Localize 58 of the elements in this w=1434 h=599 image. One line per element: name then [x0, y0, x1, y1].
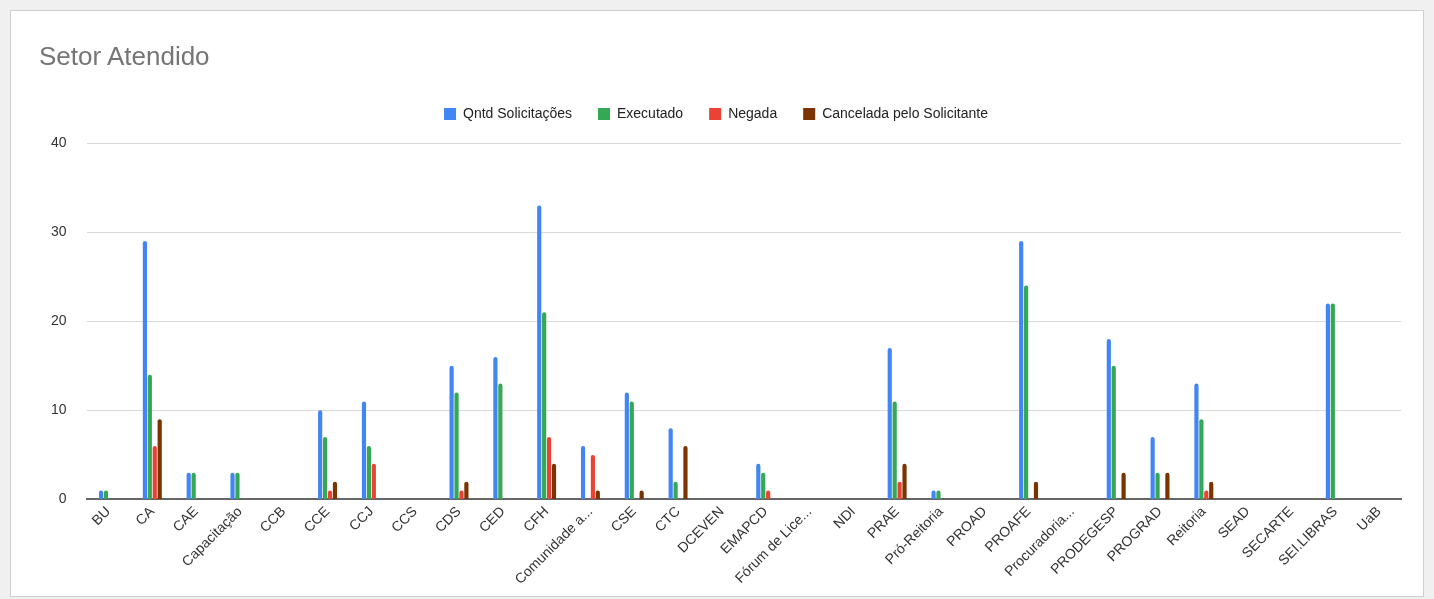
bar	[1019, 241, 1024, 499]
bar	[683, 446, 688, 499]
bar	[1194, 383, 1199, 499]
x-tick-label: NDI	[829, 502, 859, 532]
bar	[1121, 472, 1126, 499]
bar	[892, 401, 897, 499]
x-tick-label: UaB	[1353, 502, 1384, 534]
bar	[1024, 285, 1029, 499]
legend-label: Executado	[616, 104, 684, 121]
bar	[454, 392, 459, 499]
bar	[887, 347, 892, 499]
bar	[756, 463, 761, 499]
bar	[235, 472, 240, 499]
bar	[230, 472, 235, 499]
chart-title: Setor Atendido	[39, 41, 210, 72]
bar	[366, 446, 371, 499]
legend-label: Qntd Solicitações	[463, 104, 572, 121]
bar	[580, 446, 586, 499]
y-tick-label: 10	[50, 401, 67, 418]
bar	[624, 392, 629, 499]
bar	[590, 454, 595, 499]
legend-label: Cancelada pelo Solicitante	[822, 104, 989, 121]
bar	[152, 446, 157, 499]
y-tick-label: 0	[58, 490, 67, 507]
bar	[1106, 339, 1111, 499]
bar	[1165, 472, 1170, 499]
y-tick-label: 20	[50, 312, 67, 329]
bar	[322, 437, 328, 499]
bar	[629, 401, 634, 499]
bar	[186, 472, 191, 499]
bar	[1330, 303, 1335, 499]
bar	[902, 463, 907, 499]
bar	[361, 401, 367, 499]
bar	[157, 419, 162, 499]
bar	[761, 472, 766, 499]
legend-label: Negada	[728, 104, 778, 121]
bar	[1150, 437, 1155, 499]
bar	[498, 383, 503, 499]
bar	[1199, 419, 1204, 499]
bar	[147, 374, 152, 499]
bar	[537, 205, 542, 499]
bar	[371, 463, 376, 499]
x-tick-label: CA	[132, 502, 158, 529]
x-tick-label: BU	[88, 502, 114, 529]
bar	[449, 365, 454, 499]
bar	[142, 241, 147, 499]
bar	[191, 472, 196, 499]
bar	[1325, 303, 1330, 499]
bar	[546, 437, 552, 499]
bar	[1155, 472, 1160, 499]
bar	[493, 356, 498, 499]
bar	[1111, 365, 1116, 499]
bar	[318, 410, 323, 499]
bar	[542, 312, 547, 499]
y-tick-label: 30	[50, 222, 67, 239]
bar	[551, 463, 557, 499]
y-tick-label: 40	[50, 133, 67, 150]
bar	[668, 428, 673, 499]
